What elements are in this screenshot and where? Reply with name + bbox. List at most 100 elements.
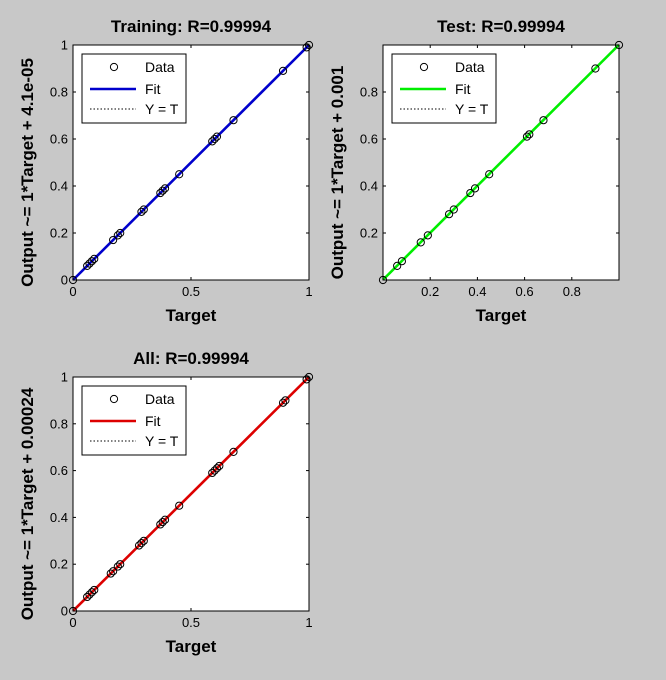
chart-title: Training: R=0.99994 — [111, 17, 272, 36]
data-point — [470, 184, 480, 193]
legend: Data Fit Y = T — [391, 53, 497, 124]
data-point — [137, 207, 146, 216]
data-point — [539, 116, 548, 125]
data-point — [87, 257, 96, 266]
data-point — [90, 254, 99, 263]
legend-label: Data — [145, 391, 175, 407]
x-tick-label: 0.8 — [563, 284, 581, 299]
data-point — [423, 231, 432, 240]
data-point — [90, 585, 99, 595]
y-tick-label: 0.6 — [360, 132, 378, 147]
data-point — [156, 520, 165, 529]
legend-label: Fit — [455, 81, 471, 97]
data-point — [134, 541, 144, 550]
legend-label: Fit — [145, 413, 161, 429]
plot-test: 0.2 0.4 0.6 0.8 0.2 0.4 0.6 0.8 Test: R=0.99994 T… — [328, 17, 624, 325]
data-point — [485, 170, 494, 179]
data-point — [302, 43, 311, 52]
data-point — [113, 231, 122, 240]
plot-training: 0 0.5 1 0 0.2 0.4 0.6 0.8 1 Training: R=0.99994 Ta… — [18, 17, 314, 325]
data-point — [591, 64, 600, 73]
data-point — [116, 560, 125, 569]
data-point — [109, 567, 118, 576]
y-tick-label: 0.2 — [50, 557, 68, 572]
data-point — [85, 590, 94, 599]
y-tick-label: 0.6 — [50, 132, 68, 147]
data-point — [109, 235, 118, 245]
x-tick-label: 0.5 — [182, 284, 200, 299]
data-point — [416, 238, 425, 247]
data-point — [278, 398, 288, 407]
fit-line — [382, 43, 620, 281]
data-point — [160, 184, 170, 193]
data-point — [85, 259, 94, 268]
data-point — [212, 464, 222, 473]
data-point — [302, 375, 311, 384]
y-tick-label: 0.4 — [360, 179, 378, 194]
legend: Data Fit Y = T — [81, 53, 187, 124]
y-axis-label: Output ~= 1*Target + 0.00024 — [18, 387, 37, 620]
legend-data-marker — [109, 394, 119, 404]
fit-line — [72, 376, 310, 612]
x-tick-label: 0.2 — [421, 284, 439, 299]
y-tick-label: 0.8 — [50, 85, 68, 100]
x-tick-label: 0 — [69, 284, 76, 299]
legend-data-marker — [109, 62, 119, 72]
data-point — [137, 539, 146, 548]
data-point — [116, 228, 125, 238]
legend-label: Data — [145, 59, 175, 75]
legend-label: Y = T — [455, 101, 489, 117]
data-point — [113, 562, 122, 571]
y-axis-label: Output ~= 1*Target + 4.1e-05 — [18, 58, 37, 287]
data-point — [281, 396, 290, 405]
data-point — [160, 515, 170, 524]
legend-label: Y = T — [145, 433, 179, 449]
legend-label: Y = T — [145, 101, 179, 117]
x-tick-label: 1 — [305, 284, 312, 299]
data-point — [229, 116, 238, 125]
data-point — [208, 468, 217, 478]
data-point — [466, 188, 475, 198]
y-tick-label: 0 — [61, 604, 68, 619]
x-tick-label: 0.5 — [182, 615, 200, 630]
data-point — [522, 132, 532, 141]
data-point — [175, 170, 184, 179]
data-point — [175, 501, 184, 510]
x-tick-label: 0.6 — [516, 284, 534, 299]
x-tick-label: 0.4 — [468, 284, 486, 299]
data-point — [158, 517, 167, 527]
data-point — [158, 186, 167, 195]
data-point — [208, 137, 217, 146]
y-tick-label: 0.2 — [360, 226, 378, 241]
data-point — [83, 592, 92, 602]
legend-label: Fit — [145, 81, 161, 97]
y-tick-label: 1 — [61, 370, 68, 385]
data-point — [83, 261, 92, 270]
legend-label: Data — [455, 59, 485, 75]
x-axis-label: Target — [166, 306, 217, 325]
y-tick-label: 0.8 — [360, 85, 378, 100]
data-point — [229, 447, 238, 456]
data-point — [278, 66, 288, 75]
y-tick-label: 0.4 — [50, 510, 68, 525]
data-point — [525, 130, 534, 139]
legend: Data Fit Y = T — [81, 385, 187, 456]
data-point — [210, 134, 219, 144]
y-tick-label: 0.4 — [50, 179, 68, 194]
x-tick-label: 1 — [305, 615, 312, 630]
data-point — [106, 569, 115, 578]
y-axis-label: Output ~= 1*Target + 0.001 — [328, 66, 347, 280]
y-tick-label: 0.6 — [50, 463, 68, 478]
y-tick-label: 1 — [61, 38, 68, 53]
data-point — [212, 132, 222, 141]
legend-data-marker — [419, 62, 429, 72]
x-axis-label: Target — [166, 637, 217, 656]
data-point — [156, 188, 165, 198]
data-point — [393, 261, 402, 270]
data-point — [87, 588, 96, 597]
data-point — [397, 257, 406, 266]
chart-title: Test: R=0.99994 — [437, 17, 565, 36]
x-tick-label: 0 — [69, 615, 76, 630]
data-point — [449, 205, 458, 214]
